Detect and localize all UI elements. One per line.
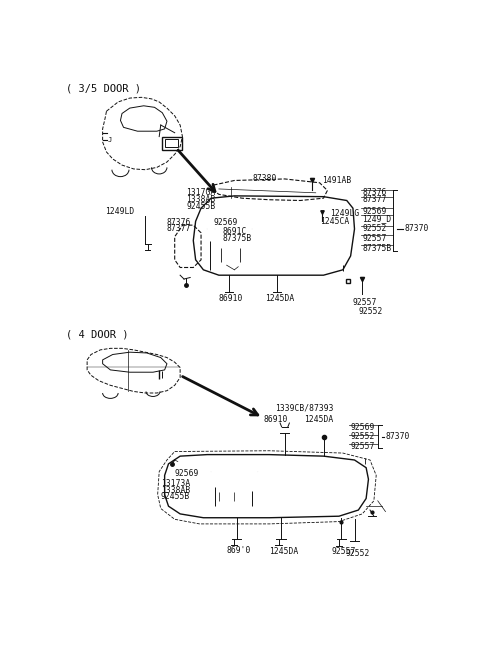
Text: 87370: 87370 [405,225,429,233]
Text: 92569: 92569 [214,217,238,227]
Text: 92552: 92552 [362,225,386,233]
Bar [166,139,178,147]
Text: 869'0: 869'0 [227,545,251,555]
Text: 87377: 87377 [167,225,192,233]
Bar [162,137,181,150]
Text: 87380: 87380 [252,175,276,183]
Text: 86910: 86910 [219,294,243,303]
Text: 1338AB: 1338AB [186,195,216,204]
Text: 92569: 92569 [175,468,199,478]
Text: 92455B: 92455B [161,493,190,501]
Text: ( 3/5 DOOR ): ( 3/5 DOOR ) [66,83,141,93]
Text: 1245CA: 1245CA [320,217,349,226]
Text: 1245DA: 1245DA [269,547,299,556]
Text: 92557: 92557 [350,442,375,451]
Text: 1249LD: 1249LD [105,207,134,215]
Text: 13173A: 13173A [161,478,190,487]
Text: 1339CB/87393: 1339CB/87393 [276,404,334,413]
Text: 87370: 87370 [385,432,410,442]
Text: 1245DA: 1245DA [265,294,295,303]
Text: 92455B: 92455B [186,202,216,211]
Text: 92557: 92557 [353,298,377,307]
Text: 1317GA: 1317GA [186,189,216,197]
Text: J: J [108,137,112,143]
Text: 92569: 92569 [350,423,375,432]
Text: 87377: 87377 [362,195,386,204]
Text: 86910: 86910 [264,415,288,424]
Text: 1245DA: 1245DA [304,415,334,424]
Text: 1491AB: 1491AB [322,176,351,185]
Text: 87375B: 87375B [362,244,392,253]
Text: 92552: 92552 [345,549,370,558]
Text: 92552: 92552 [359,307,383,316]
Text: 92557: 92557 [331,547,356,556]
Text: 92569: 92569 [362,207,386,215]
Text: 87375B: 87375B [223,234,252,242]
Text: 87376: 87376 [362,189,386,197]
Text: 1338AB: 1338AB [161,486,190,495]
Text: 8691C: 8691C [223,227,247,236]
Text: 1249LG: 1249LG [330,209,359,218]
Text: 92552: 92552 [350,432,375,442]
Text: ( 4 DOOR ): ( 4 DOOR ) [66,329,129,340]
Text: 87376: 87376 [167,217,192,227]
Text: 92557: 92557 [362,234,386,242]
Text: 1249_D: 1249_D [362,214,392,223]
